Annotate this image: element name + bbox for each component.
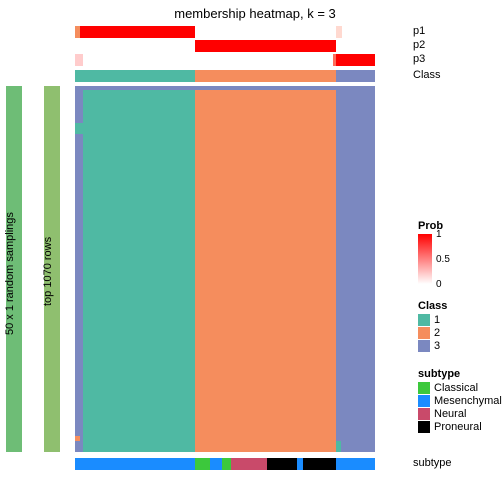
track-segment	[195, 70, 336, 82]
track-segment	[336, 40, 375, 52]
prob-tick: 0.5	[436, 254, 450, 265]
legend-item: 1	[418, 314, 447, 326]
track-segment	[80, 26, 196, 38]
legend-item: 3	[418, 340, 447, 352]
track-segment	[75, 54, 83, 66]
track-segment	[303, 458, 336, 470]
track-segment	[195, 26, 336, 38]
legend-swatch	[418, 327, 430, 339]
prob-tick: 1	[436, 229, 442, 240]
legend-item: Mesenchymal	[418, 395, 502, 407]
membership-heatmap	[75, 86, 375, 452]
track-segment	[195, 458, 210, 470]
subtype-label: subtype	[413, 457, 452, 469]
legend-label: 1	[434, 314, 440, 326]
heatmap-block	[195, 86, 336, 90]
legend-item: Neural	[418, 408, 502, 420]
legend-label: Proneural	[434, 421, 482, 433]
p3-track	[75, 54, 375, 66]
prob-tick: 0	[436, 279, 442, 290]
legend-item: Classical	[418, 382, 502, 394]
track-segment	[267, 458, 297, 470]
subtype-legend: subtype ClassicalMesenchymalNeuralProneur…	[418, 368, 502, 434]
legend-label: Neural	[434, 408, 466, 420]
legend-label: Mesenchymal	[434, 395, 502, 407]
sampling-label: 50 x 1 random samplings	[4, 212, 16, 335]
heatmap-block	[195, 86, 336, 452]
heatmap-block	[336, 441, 341, 452]
heatmap-block	[75, 90, 83, 452]
class-track	[75, 70, 375, 82]
legend-label: 3	[434, 340, 440, 352]
p2-label: p2	[413, 39, 425, 51]
track-segment	[336, 70, 375, 82]
prob-legend: Prob 10.50	[418, 220, 443, 284]
legend-swatch	[418, 408, 430, 420]
rows-label: top 1070 rows	[42, 236, 54, 305]
p3-label: p3	[413, 53, 425, 65]
track-segment	[336, 54, 375, 66]
legend-swatch	[418, 314, 430, 326]
track-segment	[210, 458, 222, 470]
legend-swatch	[418, 340, 430, 352]
p1-track	[75, 26, 375, 38]
legend-item: Proneural	[418, 421, 502, 433]
track-segment	[231, 458, 267, 470]
track-segment	[342, 26, 375, 38]
legend-swatch	[418, 395, 430, 407]
legend-label: Classical	[434, 382, 478, 394]
legend-swatch	[418, 382, 430, 394]
legend-item: 2	[418, 327, 447, 339]
legend-title: subtype	[418, 368, 502, 380]
prob-gradient	[418, 234, 432, 284]
legend-label: 2	[434, 327, 440, 339]
track-segment	[75, 70, 195, 82]
chart-title: membership heatmap, k = 3	[135, 6, 375, 21]
heatmap-block	[75, 436, 80, 441]
track-segment	[75, 40, 195, 52]
track-segment	[222, 458, 231, 470]
heatmap-block	[75, 86, 195, 90]
class-legend: Class 123	[418, 300, 447, 353]
legend-title: Class	[418, 300, 447, 312]
legend-swatch	[418, 421, 430, 433]
track-segment	[336, 458, 375, 470]
heatmap-block	[336, 86, 375, 90]
track-segment	[75, 458, 195, 470]
p2-track	[75, 40, 375, 52]
heatmap-block	[336, 86, 375, 452]
p1-label: p1	[413, 25, 425, 37]
heatmap-block	[75, 123, 83, 134]
heatmap-block	[75, 86, 195, 452]
class-label: Class	[413, 69, 441, 81]
track-segment	[195, 40, 336, 52]
subtype-track	[75, 458, 375, 470]
track-segment	[83, 54, 334, 66]
